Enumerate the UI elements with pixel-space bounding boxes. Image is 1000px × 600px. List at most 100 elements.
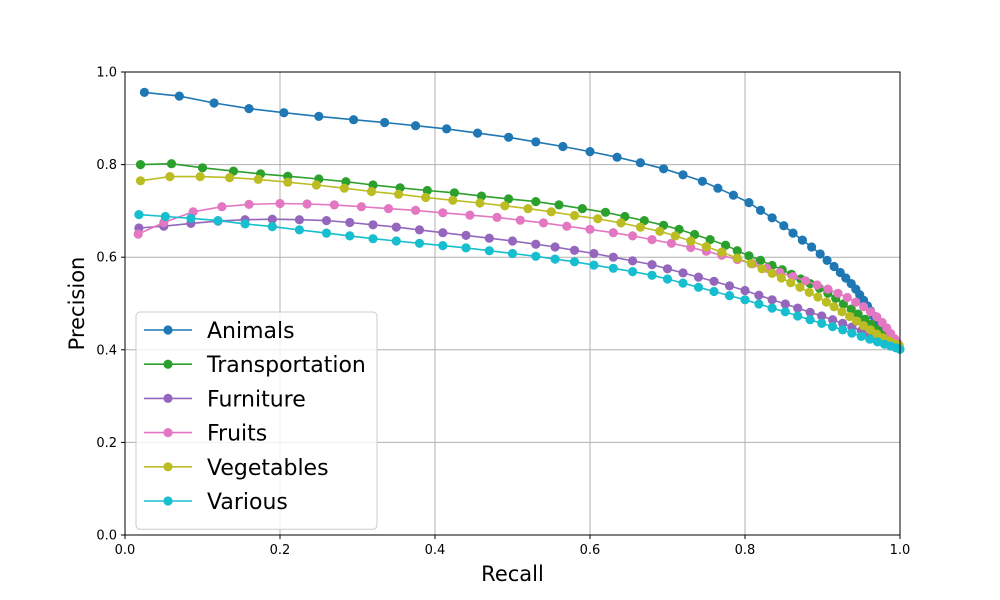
data-point-transportation: [577, 204, 587, 214]
data-point-vegetables: [253, 174, 263, 184]
data-point-animals: [779, 221, 789, 231]
data-point-furniture: [267, 214, 277, 224]
data-point-furniture: [484, 233, 494, 243]
legend-marker-transportation: [163, 359, 173, 369]
data-point-animals: [473, 128, 483, 138]
data-point-vegetables: [500, 201, 510, 211]
data-point-furniture: [438, 228, 448, 238]
data-point-fruits: [812, 280, 822, 290]
data-point-animals: [411, 121, 421, 131]
data-point-various: [438, 241, 448, 251]
data-point-vegetables: [670, 231, 680, 241]
data-point-vegetables: [776, 273, 787, 283]
data-point-various: [817, 318, 827, 328]
data-point-fruits: [244, 199, 254, 209]
data-point-furniture: [569, 245, 580, 255]
legend-marker-animals: [163, 325, 173, 335]
data-point-vegetables: [448, 195, 458, 205]
data-point-vegetables: [701, 242, 711, 252]
data-point-furniture: [838, 318, 848, 328]
data-point-fruits: [686, 242, 696, 253]
data-point-various: [267, 222, 277, 232]
data-point-vegetables: [593, 214, 603, 224]
data-point-fruits: [842, 292, 852, 303]
data-point-transportation: [554, 200, 564, 210]
data-point-fruits: [800, 276, 811, 286]
data-point-fruits: [383, 204, 394, 214]
data-point-various: [531, 251, 541, 261]
legend-item-transportation: Transportation: [144, 353, 366, 378]
data-point-fruits: [217, 202, 227, 212]
data-point-furniture: [550, 242, 560, 252]
data-point-animals: [380, 117, 390, 128]
legend-label-furniture: Furniture: [207, 387, 306, 412]
data-point-furniture: [647, 260, 657, 270]
x-tick-label: 1.0: [890, 543, 911, 558]
data-point-animals: [713, 183, 723, 193]
data-point-transportation: [705, 235, 715, 245]
x-axis-label: Recall: [481, 562, 544, 586]
data-point-various: [345, 231, 355, 241]
data-point-animals: [279, 108, 289, 118]
data-point-transportation: [721, 240, 731, 250]
data-point-various: [740, 295, 750, 305]
data-point-furniture: [828, 315, 838, 325]
legend-marker-vegetables: [163, 462, 173, 472]
data-point-vegetables: [821, 297, 832, 307]
data-point-furniture: [414, 225, 425, 235]
legend-item-fruits: Fruits: [144, 422, 267, 447]
data-point-various: [828, 322, 838, 332]
legend-box: [135, 311, 378, 530]
y-tick-label: 0.2: [96, 436, 117, 451]
data-point-various: [767, 303, 777, 313]
data-point-animals: [139, 87, 149, 97]
data-point-various: [793, 311, 803, 321]
data-point-fruits: [628, 231, 638, 241]
data-point-furniture: [628, 256, 638, 266]
data-point-fruits: [833, 288, 843, 298]
data-point-various: [709, 286, 719, 297]
y-tick-label: 1.0: [96, 66, 117, 81]
data-point-animals: [815, 249, 825, 259]
data-point-animals: [612, 152, 622, 162]
data-point-various: [484, 246, 494, 256]
legend-marker-furniture: [163, 393, 173, 403]
data-point-vegetables: [686, 236, 696, 246]
data-point-vegetables: [804, 287, 814, 297]
data-point-furniture: [709, 276, 719, 286]
data-point-various: [678, 278, 688, 288]
data-point-fruits: [275, 198, 285, 209]
data-point-furniture: [754, 290, 764, 300]
data-point-transportation: [846, 304, 856, 314]
data-point-various: [608, 263, 618, 273]
data-point-vegetables: [195, 172, 205, 182]
y-tick-label: 0.4: [96, 343, 117, 358]
series-transportation: [135, 159, 904, 350]
data-point-vegetables: [757, 264, 767, 274]
legend-marker-fruits: [163, 428, 173, 438]
data-point-fruits: [666, 238, 677, 248]
data-point-animals: [678, 170, 688, 180]
data-point-vegetables: [569, 210, 580, 221]
data-point-animals: [558, 141, 568, 152]
legend-item-furniture: Furniture: [144, 387, 306, 412]
data-point-fruits: [329, 200, 339, 210]
x-tick-label: 0.6: [580, 543, 601, 558]
data-point-animals: [755, 205, 766, 215]
data-point-transportation: [197, 163, 208, 173]
data-point-various: [847, 328, 857, 338]
data-point-fruits: [465, 210, 475, 220]
data-point-various: [589, 260, 599, 270]
data-point-furniture: [740, 285, 750, 296]
data-point-furniture: [507, 236, 518, 246]
data-point-fruits: [411, 205, 421, 215]
data-point-fruits: [608, 228, 618, 238]
x-tick-label: 0.4: [425, 543, 446, 558]
data-point-various: [160, 211, 170, 222]
data-point-vegetables: [135, 176, 146, 186]
data-point-animals: [635, 158, 646, 168]
data-point-transportation: [135, 160, 146, 170]
data-point-vegetables: [655, 226, 665, 236]
legend-item-animals: Animals: [144, 319, 295, 344]
data-point-transportation: [853, 309, 863, 319]
